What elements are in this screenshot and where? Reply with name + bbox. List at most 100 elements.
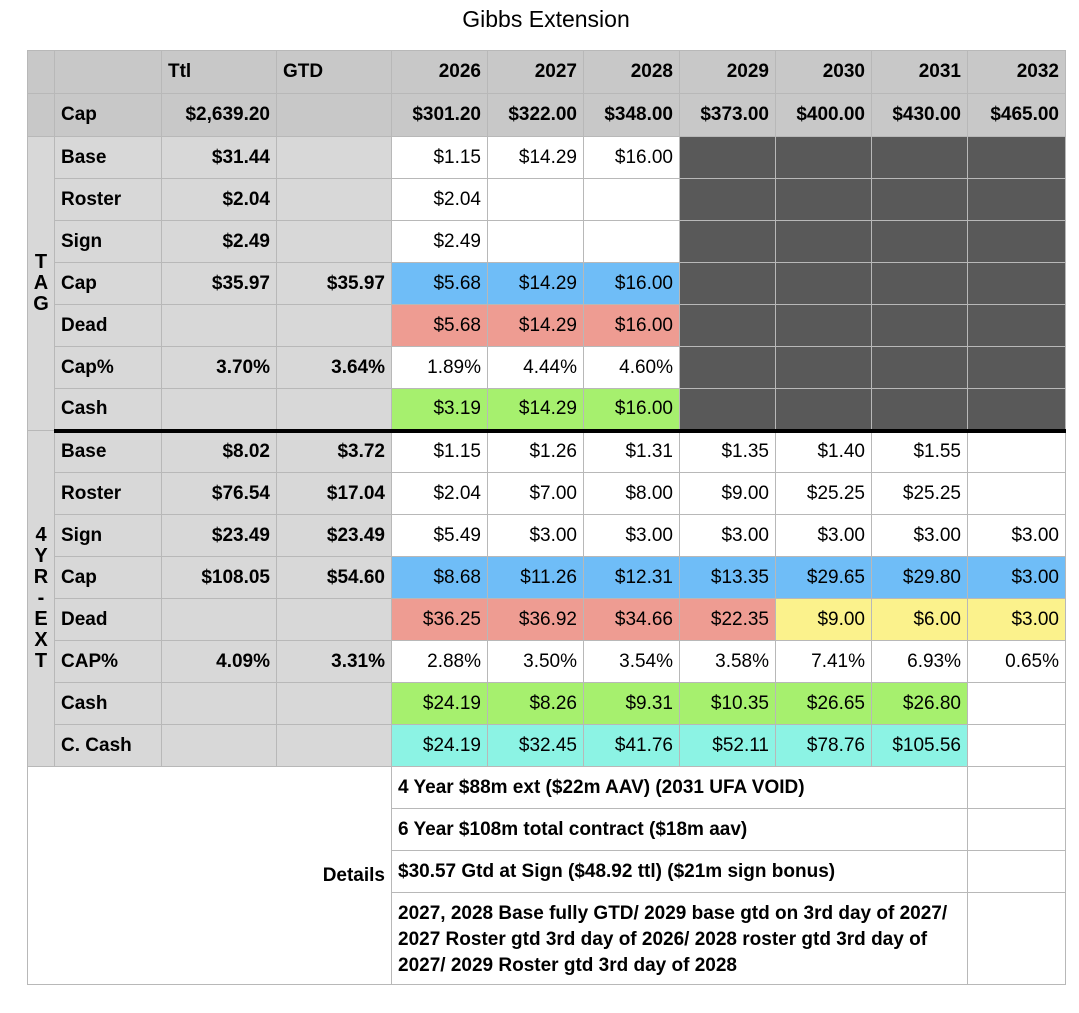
- year-value: $1.26: [487, 430, 584, 473]
- row-label: Dead: [54, 304, 162, 347]
- row-guaranteed: 3.64%: [276, 346, 392, 389]
- row-guaranteed: $54.60: [276, 556, 392, 599]
- row-guaranteed: [276, 304, 392, 347]
- ext-row-c-cash: C. Cash $24.19 $32.45 $41.76 $52.11 $78.76 $10…: [28, 724, 1066, 767]
- year-value: 6.93%: [871, 640, 968, 683]
- year-value: $36.25: [391, 598, 488, 641]
- row-total: [161, 388, 277, 433]
- year-value: $1.31: [583, 430, 680, 473]
- row-total: $2.49: [161, 220, 277, 263]
- details-line: $30.57 Gtd at Sign ($48.92 ttl) ($21m si…: [391, 850, 968, 893]
- tag-row-cash: Cash $3.19 $14.29 $16.00: [28, 388, 1066, 433]
- cap-row-value: $465.00: [967, 93, 1066, 137]
- tag-row-cap-: Cap% 3.70% 3.64% 1.89% 4.44% 4.60%: [28, 346, 1066, 389]
- year-value: [871, 262, 968, 305]
- year-value: [583, 220, 680, 263]
- page-title: Gibbs Extension: [462, 6, 630, 32]
- header-blank: [27, 50, 55, 94]
- year-value: [871, 136, 968, 179]
- year-value: [967, 262, 1066, 305]
- year-value: [967, 304, 1066, 347]
- row-guaranteed: [276, 136, 392, 179]
- tag-row-dead: Dead $5.68 $14.29 $16.00: [28, 304, 1066, 347]
- header-gtd: GTD: [276, 50, 392, 94]
- ext-row-base: 4 Y R - E X T Base $8.02 $3.72 $1.15 $1.26 $1.31 $1.3…: [27, 430, 1066, 767]
- year-value: [775, 220, 872, 263]
- year-value: [583, 178, 680, 221]
- year-value: $34.66: [583, 598, 680, 641]
- cap-row-blank: [27, 93, 55, 137]
- year-value: $3.00: [583, 514, 680, 557]
- row-label: Roster: [54, 178, 162, 221]
- tag-row-roster: Roster $2.04 $2.04: [28, 178, 1066, 221]
- year-value: $25.25: [871, 472, 968, 515]
- year-value: $8.00: [583, 472, 680, 515]
- year-value: $3.00: [967, 514, 1066, 557]
- year-value: [967, 472, 1066, 515]
- year-value: $24.19: [391, 682, 488, 725]
- year-value: $9.31: [583, 682, 680, 725]
- year-value: $1.55: [871, 430, 968, 473]
- year-value: [871, 388, 968, 433]
- year-value: [871, 346, 968, 389]
- year-value: [871, 304, 968, 347]
- year-value: $5.49: [391, 514, 488, 557]
- tag-section-letter: G: [33, 293, 49, 315]
- year-value: [775, 262, 872, 305]
- year-value: $2.04: [391, 178, 488, 221]
- row-total: $31.44: [161, 136, 277, 179]
- year-value: [967, 388, 1066, 433]
- cap-row-value: $430.00: [871, 93, 968, 137]
- row-guaranteed: [276, 724, 392, 767]
- row-guaranteed: [276, 682, 392, 725]
- row-total: [161, 724, 277, 767]
- year-value: 0.65%: [967, 640, 1066, 683]
- cap-row-value: $400.00: [775, 93, 872, 137]
- year-value: [967, 682, 1066, 725]
- year-value: [679, 346, 776, 389]
- row-label: Base: [54, 136, 162, 179]
- year-value: $26.80: [871, 682, 968, 725]
- row-label: Base: [54, 430, 162, 473]
- ext-section-letter: Y: [34, 545, 48, 567]
- year-value: $16.00: [583, 136, 680, 179]
- year-value: [679, 220, 776, 263]
- ext-section-letter: E: [34, 608, 48, 630]
- year-value: $6.00: [871, 598, 968, 641]
- year-value: [775, 136, 872, 179]
- cap-row-ttl: $2,639.20: [161, 93, 277, 137]
- row-guaranteed: $3.72: [276, 430, 392, 473]
- year-value: $14.29: [487, 304, 584, 347]
- ext-row-cap-: CAP% 4.09% 3.31% 2.88% 3.50% 3.54% 3.58% 7.41% 6…: [28, 640, 1066, 683]
- ext-section-letter: -: [37, 587, 45, 609]
- row-label: Cap: [54, 556, 162, 599]
- row-guaranteed: [276, 598, 392, 641]
- header-year: 2030: [775, 50, 872, 94]
- tag-row-cap: Cap $35.97 $35.97 $5.68 $14.29 $16.00: [28, 262, 1066, 305]
- header-year: 2026: [391, 50, 488, 94]
- year-value: $41.76: [583, 724, 680, 767]
- row-label: Cash: [54, 682, 162, 725]
- details-line: 4 Year $88m ext ($22m AAV) (2031 UFA VOI…: [391, 766, 968, 809]
- year-value: [775, 388, 872, 433]
- row-label: Sign: [54, 220, 162, 263]
- year-value: $16.00: [583, 388, 680, 433]
- ext-row-sign: Sign $23.49 $23.49 $5.49 $3.00 $3.00 $3.00 $3.0…: [28, 514, 1066, 557]
- details-label: Details: [27, 766, 392, 985]
- row-label: C. Cash: [54, 724, 162, 767]
- cap-row-value: $348.00: [583, 93, 680, 137]
- row-total: [161, 682, 277, 725]
- year-value: $2.04: [391, 472, 488, 515]
- year-value: [679, 304, 776, 347]
- year-value: 7.41%: [775, 640, 872, 683]
- year-value: [967, 430, 1066, 473]
- details-blank: [967, 766, 1066, 809]
- row-total: $76.54: [161, 472, 277, 515]
- year-value: [967, 220, 1066, 263]
- year-value: $3.00: [967, 556, 1066, 599]
- ext-section-letter: 4: [35, 524, 47, 546]
- row-total: [161, 304, 277, 347]
- year-value: 3.50%: [487, 640, 584, 683]
- ext-row-cash: Cash $24.19 $8.26 $9.31 $10.35 $26.65 $26.80: [28, 682, 1066, 725]
- ext-row-dead: Dead $36.25 $36.92 $34.66 $22.35 $9.00 $6.00 $3…: [28, 598, 1066, 641]
